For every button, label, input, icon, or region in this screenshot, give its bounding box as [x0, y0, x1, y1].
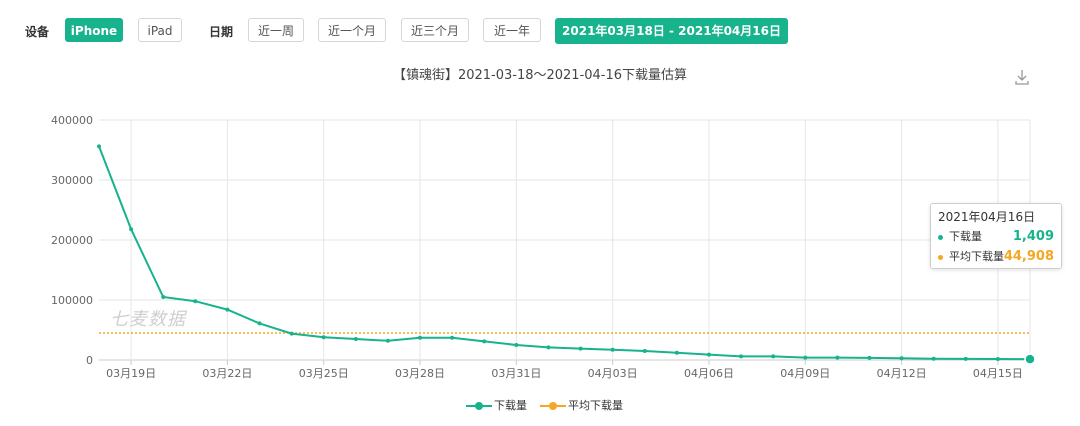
legend-label-average: 平均下载量: [568, 399, 623, 412]
data-point-downloads: [546, 345, 551, 350]
x-tick-label: 03月28日: [395, 367, 445, 380]
data-point-downloads: [674, 350, 679, 355]
x-tick-label: 04月06日: [684, 367, 734, 380]
x-tick-label: 04月15日: [973, 367, 1023, 380]
x-tick-label: 03月25日: [299, 367, 349, 380]
data-point-downloads: [706, 352, 711, 357]
tooltip-row-average: 平均下载量 44,908: [938, 247, 1054, 267]
x-tick-label: 03月19日: [106, 367, 156, 380]
date-label: 日期: [209, 25, 234, 39]
data-point-downloads: [321, 335, 326, 340]
data-point-downloads: [642, 349, 647, 353]
y-tick-label: 200000: [51, 234, 93, 247]
data-point-downloads: [385, 338, 390, 343]
chart-legend: 下载量 平均下载量: [0, 397, 1080, 415]
data-point-downloads: [739, 354, 744, 359]
data-point-downloads: [97, 144, 101, 149]
tooltip-label-downloads: 下载量: [949, 230, 982, 243]
y-tick-label: 400000: [51, 114, 93, 127]
filter-toolbar: 设备 iPhone iPad 日期 近一周 近一个月 近三个月 近一年 2021…: [0, 18, 1080, 60]
chart-tooltip: 2021年04月16日 下载量 1,409 平均下载量 44,908: [930, 203, 1062, 269]
tooltip-dot-average: [938, 254, 943, 260]
data-point-downloads: [482, 339, 487, 344]
date-range-text: 2021年03月18日 - 2021年04月16日: [562, 24, 781, 38]
tooltip-label-average: 平均下载量: [949, 250, 1004, 263]
tooltip-row-downloads: 下载量 1,409: [938, 227, 1054, 247]
data-point-downloads: [835, 355, 840, 360]
data-point-downloads: [450, 335, 455, 340]
data-point-downloads: [610, 347, 615, 352]
data-point-downloads: [129, 227, 134, 232]
legend-item-downloads[interactable]: 下载量: [466, 397, 536, 415]
device-label: 设备: [25, 25, 50, 39]
watermark: 七麦数据: [110, 309, 186, 330]
tooltip-date: 2021年04月16日: [938, 210, 1036, 224]
x-tick-label: 04月12日: [877, 367, 927, 380]
date-range-picker[interactable]: 2021年03月18日 - 2021年04月16日: [555, 18, 788, 60]
device-ipad-button[interactable]: iPad: [138, 18, 182, 42]
range-month-button[interactable]: 近一个月: [318, 18, 386, 42]
data-point-downloads: [803, 355, 808, 360]
data-point-downloads: [867, 355, 872, 360]
y-tick-label: 300000: [51, 174, 93, 187]
range-three-months-button[interactable]: 近三个月: [401, 18, 469, 42]
legend-label-downloads: 下载量: [494, 399, 527, 412]
tooltip-value-average: 44,908: [1003, 249, 1054, 264]
x-tick-label: 04月09日: [780, 367, 830, 380]
range-year-button[interactable]: 近一年: [483, 18, 541, 42]
x-tick-label: 03月22日: [202, 367, 252, 380]
data-point-downloads: [771, 354, 776, 359]
data-point-downloads: [931, 356, 936, 361]
x-tick-label: 03月31日: [491, 367, 541, 380]
data-point-downloads: [963, 356, 968, 361]
device-iphone-button[interactable]: iPhone: [65, 18, 123, 42]
series-line-downloads: [98, 146, 1031, 361]
download-icon[interactable]: [1013, 68, 1031, 86]
data-point-downloads: [289, 331, 294, 336]
caret-down-icon: [671, 55, 680, 60]
data-point-downloads: [899, 356, 904, 361]
data-point-downloads: [257, 321, 262, 326]
data-point-downloads: [578, 346, 583, 351]
tooltip-value-downloads: 1,409: [1012, 229, 1054, 244]
data-point-downloads: [225, 307, 230, 312]
tooltip-dot-downloads: [938, 234, 943, 240]
data-point-downloads: [161, 295, 166, 299]
data-point-downloads: [514, 343, 519, 347]
legend-item-average[interactable]: 平均下载量: [540, 397, 630, 415]
data-point-downloads: [353, 337, 358, 341]
data-point-downloads: [995, 357, 1000, 362]
data-point-downloads: [1024, 353, 1036, 365]
chart-title: 【镇魂街】2021-03-18～2021-04-16下载量估算: [392, 68, 688, 83]
y-tick-label: 0: [86, 354, 93, 367]
data-point-downloads: [418, 335, 423, 340]
range-week-button[interactable]: 近一周: [248, 18, 304, 42]
y-tick-label: 100000: [51, 294, 93, 307]
x-tick-label: 04月03日: [588, 367, 638, 380]
data-point-downloads: [193, 299, 198, 304]
